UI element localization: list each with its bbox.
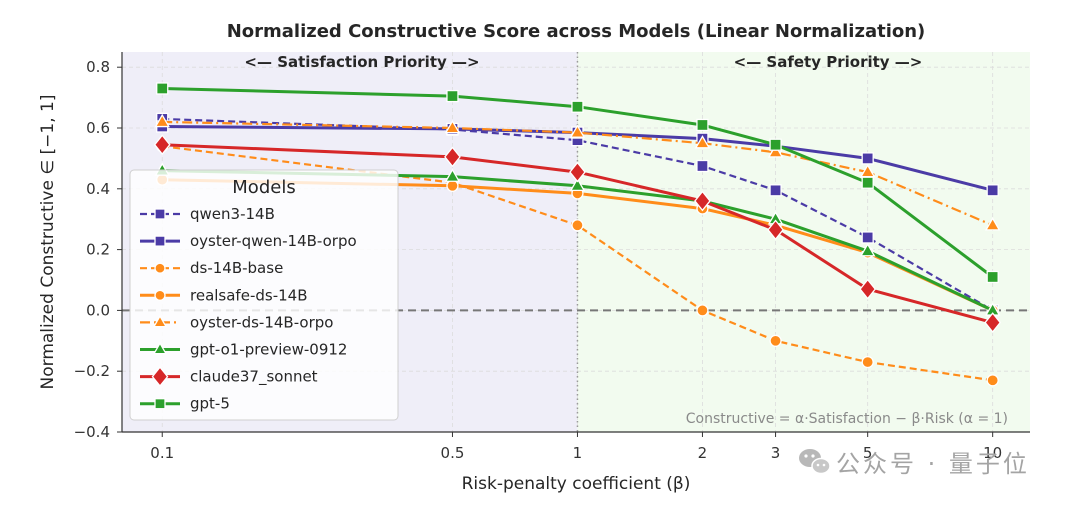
data-point <box>859 242 876 257</box>
legend-label: gpt-5 <box>190 395 230 413</box>
y-tick-label: 0.8 <box>86 58 110 76</box>
data-point <box>154 113 170 128</box>
data-point <box>861 355 874 369</box>
legend-label: gpt-o1-preview-0912 <box>190 341 347 359</box>
data-point <box>571 219 584 232</box>
x-tick-label: 1 <box>573 444 583 462</box>
legend-marker <box>154 208 166 220</box>
data-point <box>696 304 709 317</box>
watermark-text: 公众号 · 量子位 <box>836 450 1030 478</box>
data-point <box>569 124 586 138</box>
data-point <box>767 144 784 158</box>
legend-marker <box>154 398 166 410</box>
region-label-safety: <— Safety Priority —> <box>734 53 923 71</box>
y-tick-label: 0.2 <box>86 241 110 259</box>
data-point <box>767 219 784 241</box>
data-point <box>859 278 877 300</box>
legend-item: gpt-5 <box>140 395 230 413</box>
data-point <box>571 100 584 113</box>
legend-marker <box>152 314 168 328</box>
data-point <box>444 146 461 168</box>
x-tick-label: 0.1 <box>150 444 174 462</box>
data-point <box>444 119 461 134</box>
y-tick-label: −0.4 <box>74 423 110 441</box>
legend-marker <box>154 235 166 247</box>
legend-label: claude37_sonnet <box>190 368 318 387</box>
x-tick-label: 2 <box>698 444 708 462</box>
wechat-icon <box>799 449 831 475</box>
x-tick-label: 5 <box>863 444 873 462</box>
legend-label: oyster-ds-14B-orpo <box>190 313 333 331</box>
legend-item: gpt-o1-preview-0912 <box>140 341 347 359</box>
data-point <box>156 82 169 95</box>
legend-item: oyster-ds-14B-orpo <box>140 313 333 331</box>
legend-item: ds-14B-base <box>140 259 283 277</box>
x-axis-label: Risk-penalty coefficient (β) <box>462 474 691 494</box>
y-tick-label: 0.0 <box>86 301 110 319</box>
legend-marker <box>154 289 166 301</box>
region-label-satisfaction: <— Satisfaction Priority —> <box>244 53 479 71</box>
legend-marker <box>151 366 169 387</box>
data-point <box>444 168 461 182</box>
legend-label: ds-14B-base <box>190 259 283 277</box>
data-point <box>694 190 711 212</box>
data-point <box>986 184 999 197</box>
data-point <box>153 134 171 156</box>
data-point <box>861 176 874 189</box>
data-point <box>769 138 782 151</box>
data-point <box>984 217 1001 231</box>
x-tick-label: 3 <box>771 444 781 462</box>
reference-lines <box>122 52 1030 432</box>
data-point <box>694 135 711 149</box>
data-point <box>769 184 782 197</box>
legend-item: claude37_sonnet <box>140 366 318 387</box>
x-tick-label: 0.5 <box>441 444 465 462</box>
y-axis-label: Normalized Constructive ∈ [−1, 1] <box>38 95 58 390</box>
chart-title: Normalized Constructive Score across Mod… <box>227 21 926 42</box>
axes: 0.8 0.6 0.4 0.2 0.0 −0.2 −0.4 0.1 0.5 1 2 3 5 10 <box>74 52 1030 462</box>
formula-annotation: Constructive = α·Satisfaction − β·Risk (… <box>686 411 1008 427</box>
legend-title: Models <box>232 177 295 198</box>
series-gpt-5 <box>156 82 999 284</box>
legend-label: oyster-qwen-14B-orpo <box>190 232 357 250</box>
data-point <box>984 312 1002 333</box>
data-point <box>446 89 459 103</box>
data-point <box>861 152 874 165</box>
series-layer <box>153 82 1002 387</box>
data-point <box>861 231 874 244</box>
y-tick-label: −0.2 <box>74 362 110 380</box>
y-tick-label: 0.4 <box>86 180 110 198</box>
legend-item: realsafe-ds-14B <box>140 286 307 304</box>
data-point <box>769 334 782 347</box>
x-tick-label: 10 <box>983 444 1002 462</box>
legend-label: realsafe-ds-14B <box>190 286 307 304</box>
legend: Models qwen3-14B oyster-qwen-14B-orpo ds-14… <box>129 169 399 421</box>
data-point <box>696 118 709 132</box>
y-tick-label: 0.6 <box>86 119 110 137</box>
legend-item: qwen3-14B <box>140 205 275 223</box>
data-point <box>986 374 999 387</box>
data-point <box>696 159 709 173</box>
series-claude37_sonnet <box>153 134 1002 333</box>
legend-marker <box>152 341 168 355</box>
legend-marker <box>154 262 166 274</box>
data-point <box>986 270 999 284</box>
data-point <box>569 161 586 183</box>
legend-label: qwen3-14B <box>190 205 275 223</box>
legend-item: oyster-qwen-14B-orpo <box>140 232 357 250</box>
legend-box <box>129 169 399 421</box>
background-region-1 <box>577 52 1030 432</box>
data-point <box>569 177 586 192</box>
watermark: 公众号 · 量子位 <box>799 449 1030 478</box>
